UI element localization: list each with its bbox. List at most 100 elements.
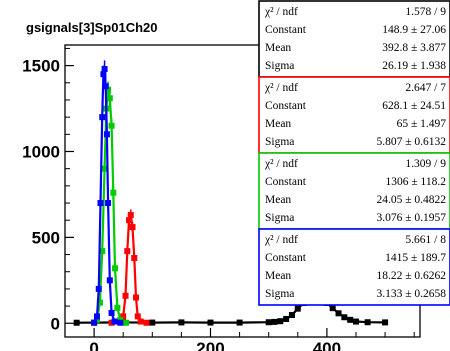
series-1-point bbox=[124, 248, 131, 255]
series-0-point bbox=[207, 319, 214, 326]
stat-label: Mean bbox=[265, 118, 291, 130]
stat-label: Mean bbox=[265, 42, 291, 54]
stat-label: Constant bbox=[265, 176, 307, 188]
stat-value: 24.05 ± 0.4822 bbox=[376, 194, 446, 206]
y-tick-label: 0 bbox=[51, 314, 60, 333]
chart-title: gsignals[3]Sp01Ch20 bbox=[26, 20, 158, 35]
stat-value: 1306 ± 118.2 bbox=[385, 176, 446, 188]
series-3-point bbox=[106, 277, 113, 284]
series-0-point bbox=[294, 305, 301, 312]
stat-box-3: χ² / ndf 5.661 / 8 Constant 1415 ± 189.7 Mea… bbox=[258, 228, 450, 306]
x-tick-label: 200 bbox=[196, 339, 224, 351]
series-1-point bbox=[120, 313, 127, 320]
x-tick-label: 0 bbox=[89, 339, 98, 351]
series-0-point bbox=[352, 318, 359, 325]
series-0-point bbox=[335, 310, 342, 317]
stat-value: 1.578 / 9 bbox=[405, 6, 446, 18]
stat-label: χ² / ndf bbox=[264, 234, 298, 246]
y-tick-label: 1500 bbox=[22, 57, 60, 76]
stat-label: Mean bbox=[265, 194, 291, 206]
x-tick-label: 400 bbox=[313, 339, 341, 351]
series-1-point bbox=[129, 224, 136, 231]
series-0-point bbox=[236, 319, 243, 326]
series-0-point bbox=[382, 319, 389, 326]
series-2-point bbox=[99, 248, 106, 255]
series-0-point bbox=[329, 305, 336, 312]
series-3-point bbox=[108, 309, 115, 316]
series-0-point bbox=[347, 316, 354, 323]
series-2-point bbox=[110, 189, 117, 196]
series-0-point bbox=[341, 314, 348, 321]
series-0-point bbox=[288, 312, 295, 319]
series-2-point bbox=[123, 319, 130, 326]
stat-label: Sigma bbox=[265, 288, 294, 300]
series-2-point bbox=[105, 86, 112, 93]
series-2-point bbox=[108, 122, 115, 129]
stat-box-1: χ² / ndf 2.647 / 7 Constant 628.1 ± 24.51 Me… bbox=[258, 76, 450, 154]
stat-value: 3.076 ± 0.1957 bbox=[376, 212, 446, 224]
stat-box-frame bbox=[258, 76, 450, 154]
stat-box-2: χ² / ndf 1.309 / 9 Constant 1306 ± 118.2 Mea… bbox=[258, 152, 450, 230]
stat-label: Sigma bbox=[265, 136, 294, 148]
series-1-point bbox=[131, 254, 138, 261]
stat-value: 26.19 ± 1.938 bbox=[382, 60, 446, 72]
stat-box-0: χ² / ndf 1.578 / 9 Constant 148.9 ± 27.06 Me… bbox=[258, 0, 450, 78]
series-3-point bbox=[117, 319, 124, 326]
series-1-point bbox=[143, 319, 150, 326]
series-1-point bbox=[126, 217, 133, 224]
series-2-point bbox=[112, 265, 119, 272]
series-1-point bbox=[122, 292, 129, 299]
series-2-point bbox=[114, 304, 121, 311]
series-3-point bbox=[91, 319, 98, 326]
series-0-point bbox=[73, 319, 80, 326]
series-3-point bbox=[102, 83, 109, 90]
series-2-fit-line bbox=[93, 89, 127, 324]
stat-value: 65 ± 1.497 bbox=[397, 118, 447, 130]
stat-value: 2.647 / 7 bbox=[405, 82, 446, 94]
series-3-point bbox=[101, 66, 108, 73]
stat-value: 1415 ± 189.7 bbox=[385, 252, 446, 264]
stat-label: χ² / ndf bbox=[264, 82, 298, 94]
series-0-point bbox=[178, 319, 185, 326]
series-2-point bbox=[106, 95, 113, 102]
stat-value: 3.133 ± 0.2658 bbox=[376, 288, 446, 300]
series-3-point bbox=[99, 114, 106, 121]
stat-value: 1.309 / 9 bbox=[405, 158, 446, 170]
series-3-point bbox=[111, 318, 118, 325]
stat-label: Sigma bbox=[265, 60, 294, 72]
stat-value: 5.661 / 8 bbox=[405, 234, 446, 246]
stat-box-frame bbox=[258, 228, 450, 306]
series-0-point bbox=[149, 319, 156, 326]
series-3-point bbox=[105, 200, 112, 207]
series-0-point bbox=[271, 318, 278, 325]
stat-label: Sigma bbox=[265, 212, 294, 224]
y-tick-label: 500 bbox=[32, 228, 60, 247]
stats-layer: χ² / ndf 1.578 / 9 Constant 148.9 ± 27.06 Me… bbox=[258, 0, 450, 306]
stat-value: 392.8 ± 3.877 bbox=[382, 42, 446, 54]
series-3 bbox=[91, 60, 124, 326]
stat-label: χ² / ndf bbox=[264, 6, 298, 18]
series-1-point bbox=[137, 318, 144, 325]
stat-label: Constant bbox=[265, 24, 307, 36]
stat-value: 18.22 ± 0.6262 bbox=[376, 270, 446, 282]
series-3-point bbox=[100, 71, 107, 78]
series-0-point bbox=[265, 319, 272, 326]
series-0-point bbox=[283, 315, 290, 322]
stat-value: 628.1 ± 24.51 bbox=[382, 100, 446, 112]
stat-box-frame bbox=[258, 0, 450, 78]
series-1-point bbox=[134, 313, 141, 320]
stat-value: 5.807 ± 0.6132 bbox=[376, 136, 446, 148]
series-3-point bbox=[103, 131, 110, 138]
axes-layer: 0 200 400 0 500 1000 1500 bbox=[22, 47, 415, 351]
series-1-point bbox=[133, 294, 139, 301]
stat-label: χ² / ndf bbox=[264, 158, 298, 170]
stat-label: Mean bbox=[265, 270, 291, 282]
stat-value: 148.9 ± 27.06 bbox=[382, 24, 446, 36]
series-3-point bbox=[97, 200, 104, 207]
series-2-point bbox=[96, 299, 103, 306]
series-2-point bbox=[101, 165, 108, 172]
stat-label: Constant bbox=[265, 100, 307, 112]
y-tick-label: 1000 bbox=[22, 142, 60, 161]
series-1-point bbox=[127, 212, 134, 219]
